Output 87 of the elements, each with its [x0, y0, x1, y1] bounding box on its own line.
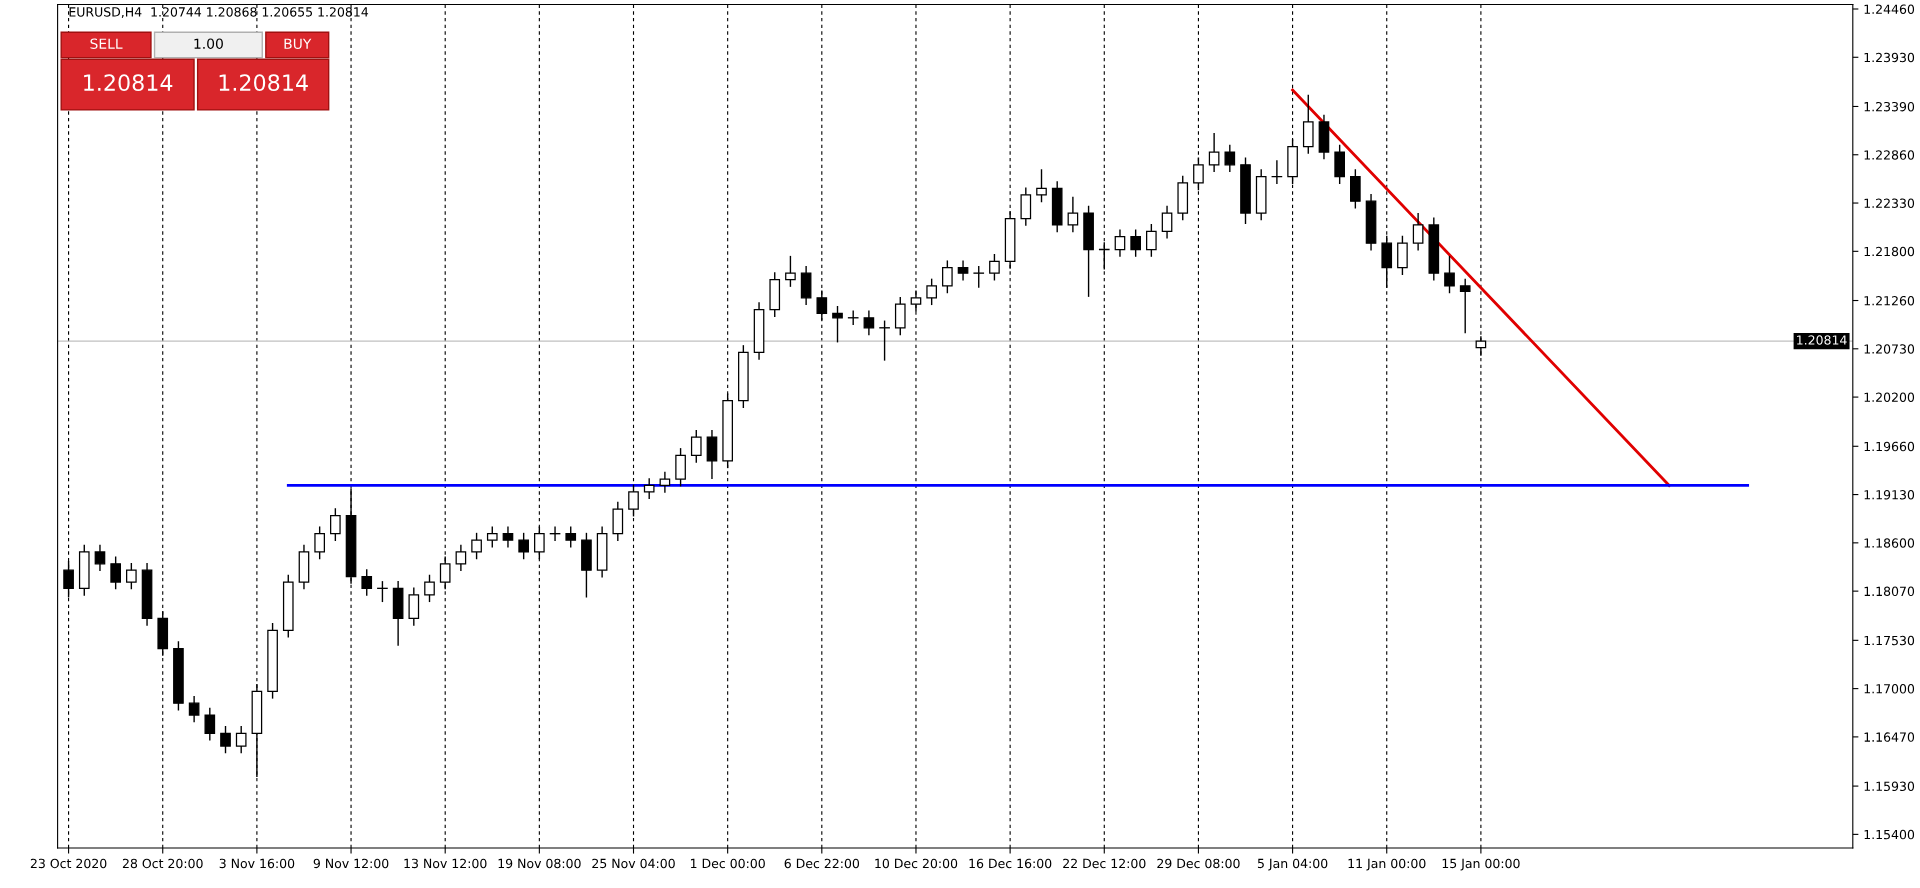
candlestick [1161, 205, 1173, 240]
candlestick [1020, 186, 1032, 227]
candlestick [314, 525, 325, 560]
candlestick [1036, 168, 1047, 203]
candlestick [1067, 195, 1079, 233]
chart-title: EURUSD,H4 1.20744 1.20868 1.20655 1.20814 [69, 7, 369, 18]
y-tick-label: 1.18070 [1864, 586, 1915, 597]
x-tick-label: 23 Oct 2020 [30, 858, 107, 869]
y-tick-label: 1.20200 [1864, 392, 1915, 403]
candlestick [1459, 277, 1471, 335]
y-tick-label: 1.17000 [1864, 684, 1915, 694]
candlestick [110, 555, 121, 591]
y-tick-label: 1.18600 [1864, 538, 1915, 548]
candlestick [863, 309, 875, 336]
x-tick-label: 10 Dec 20:00 [875, 858, 958, 869]
candlestick [204, 707, 216, 742]
annotation: 1.20814 [219, 74, 308, 92]
candlestick [471, 532, 482, 560]
candlestick [1412, 212, 1424, 252]
x-tick-label: 16 Dec 16:00 [969, 858, 1052, 869]
candlestick [973, 265, 985, 289]
candlestick [879, 319, 890, 362]
candlestick [690, 429, 702, 464]
candlestick [894, 296, 906, 336]
candlestick [1224, 144, 1236, 173]
candlestick [330, 507, 341, 542]
candlestick [486, 525, 498, 549]
ref-line-label: 1.20814 [1797, 335, 1847, 345]
y-tick-label: 1.23930 [1864, 52, 1915, 63]
x-tick-label: 19 Nov 08:00 [498, 858, 581, 869]
candlestick [1444, 255, 1455, 294]
x-tick-label: 13 Nov 12:00 [404, 858, 487, 869]
candlestick [942, 259, 953, 294]
y-tick-label: 1.15400 [1864, 829, 1915, 840]
candlestick [659, 471, 671, 494]
x-tick-label: 1 Dec 00:00 [690, 858, 765, 869]
candlestick [94, 543, 106, 572]
y-tick-label: 1.17530 [1864, 635, 1915, 646]
y-tick-label: 1.19130 [1864, 490, 1915, 500]
candlestick [957, 259, 969, 282]
candlestick [1208, 132, 1220, 173]
x-tick-label: 25 Nov 04:00 [592, 858, 675, 869]
candlestick [832, 305, 843, 344]
y-tick-label: 1.21800 [1864, 246, 1915, 257]
candlestick [1130, 228, 1141, 258]
x-tick-label: 3 Nov 16:00 [219, 858, 295, 869]
candlestick [235, 725, 247, 754]
annotation: 1.00 [194, 38, 223, 49]
x-tick-label: 28 Oct 20:00 [122, 858, 203, 869]
y-tick-label: 1.20730 [1864, 344, 1915, 354]
candlestick [502, 525, 514, 549]
candlestick [408, 586, 420, 627]
candlestick [188, 695, 200, 724]
candlestick [926, 277, 937, 306]
annotation: 1.20814 [84, 74, 173, 92]
y-tick-label: 1.15930 [1864, 781, 1915, 792]
candlestick [643, 477, 655, 500]
candlestick [1146, 223, 1157, 258]
candlestick [361, 568, 373, 597]
x-tick-label: 6 Dec 22:00 [784, 858, 860, 869]
annotation: BUY [284, 38, 312, 49]
y-tick-label: 1.22860 [1864, 150, 1915, 160]
y-tick-label: 1.24460 [1864, 4, 1915, 14]
candlestick [706, 429, 718, 480]
candlestick [220, 725, 231, 754]
x-tick-label: 5 Jan 04:00 [1257, 858, 1328, 871]
candlestick [518, 532, 529, 560]
candlestick [785, 255, 796, 288]
y-tick-label: 1.19660 [1864, 441, 1915, 452]
y-tick-label: 1.21260 [1864, 295, 1915, 306]
candlestick [989, 253, 1000, 282]
candlestick [565, 525, 577, 549]
x-tick-label: 22 Dec 12:00 [1063, 858, 1146, 869]
candlestick [1114, 228, 1126, 258]
y-tick-label: 1.23390 [1864, 101, 1915, 112]
x-tick-label: 9 Nov 12:00 [313, 858, 389, 869]
candlestick [439, 555, 451, 591]
candlestick [424, 574, 435, 603]
x-tick-label: 11 Jan 00:00 [1348, 858, 1426, 871]
x-tick-label: 15 Jan 00:00 [1442, 858, 1520, 871]
candlestick [455, 543, 467, 572]
y-tick-label: 1.22330 [1864, 198, 1915, 208]
candlestick [126, 562, 137, 591]
x-tick-label: 29 Dec 08:00 [1157, 858, 1240, 869]
annotation: SELL [90, 38, 123, 49]
candlestick [675, 447, 686, 488]
y-tick-label: 1.16470 [1864, 732, 1915, 742]
